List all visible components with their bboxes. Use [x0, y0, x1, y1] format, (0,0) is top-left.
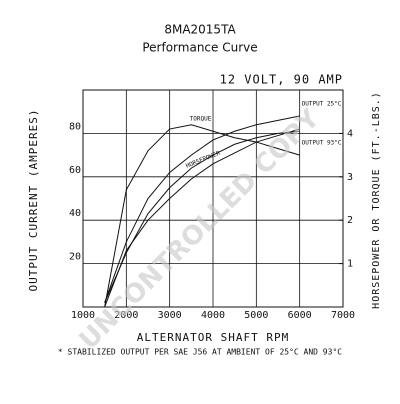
- series-line: [104, 115, 300, 303]
- footnote: * STABILIZED OUTPUT PER SAE J56 AT AMBIE…: [58, 348, 342, 357]
- plot: 1000 2000 3000 4000 5000 6000 7000 20 40 60 80 1 2 3 4…: [69, 90, 355, 321]
- y2-tick-label: 2: [347, 215, 353, 226]
- y-tick-label: 60: [69, 165, 81, 176]
- chart-subtitle: Performance Curve: [142, 41, 257, 55]
- series-line: [104, 124, 300, 308]
- y2-tick-label: 1: [347, 259, 353, 270]
- x-tick-label: 2000: [114, 310, 138, 321]
- chart-title: 8MA2015TA: [164, 23, 236, 37]
- y-tick-label: 20: [69, 252, 81, 263]
- x-tick-label: 4000: [201, 310, 225, 321]
- y2-tick-label: 3: [347, 172, 353, 183]
- series-line: [104, 128, 300, 308]
- x-tick-label: 6000: [288, 310, 312, 321]
- series-label: OUTPUT 93°C: [302, 140, 342, 147]
- series-label: OUTPUT 25°C: [302, 101, 342, 108]
- y2-axis-label: HORSEPOWER OR TORQUE (FT.-LBS.): [371, 91, 382, 309]
- series-line: [104, 130, 300, 303]
- x-axis-label: ALTERNATOR SHAFT RPM: [137, 331, 289, 344]
- series-label: TORQUE: [190, 116, 212, 123]
- x-tick-label: 7000: [331, 310, 355, 321]
- x-tick-label: 3000: [158, 310, 182, 321]
- x-tick-label: 5000: [244, 310, 268, 321]
- y-tick-label: 80: [69, 121, 81, 132]
- x-tick-label: 1000: [71, 310, 95, 321]
- series-label: HORSEPOWER: [185, 150, 221, 170]
- y2-tick-label: 4: [347, 128, 353, 139]
- y-axis-label: OUTPUT CURRENT (AMPERES): [27, 109, 40, 292]
- annotation: 12 VOLT, 90 AMP: [220, 73, 343, 87]
- y-tick-label: 40: [69, 208, 81, 219]
